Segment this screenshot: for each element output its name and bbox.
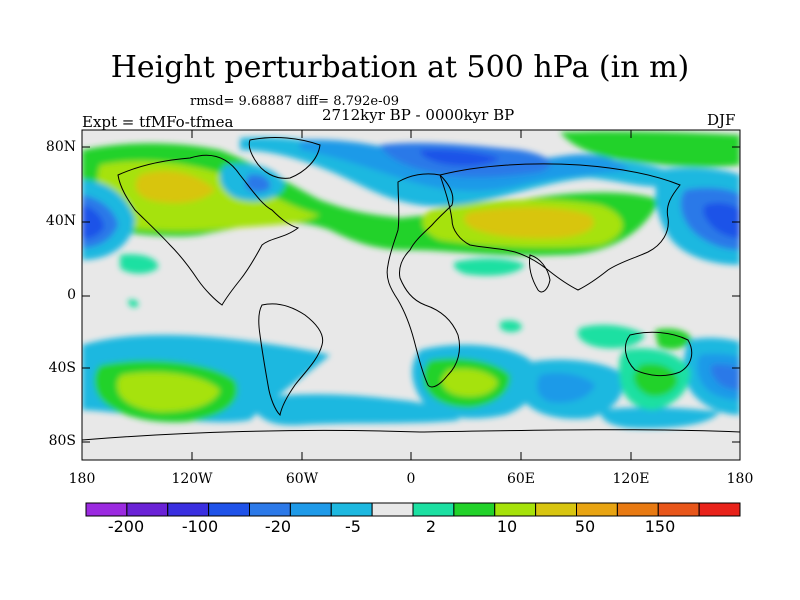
- map-title: Height perturbation at 500 hPa (in m): [110, 50, 690, 85]
- colorbar: [85, 502, 741, 517]
- x-tick-label: 180: [68, 471, 96, 487]
- colorbar-segment: [494, 502, 537, 517]
- colorbar-segment: [576, 502, 618, 517]
- x-tick-label: 60E: [506, 471, 536, 487]
- asia-coast: [439, 163, 681, 291]
- antarctica-coast: [82, 429, 740, 441]
- colorbar-segment: [698, 502, 741, 517]
- colorbar-segment: [289, 502, 332, 517]
- india-coast: [529, 254, 551, 293]
- colorbar-label: 2: [425, 517, 437, 536]
- filled-contours: [82, 131, 740, 429]
- x-tick-label: 120W: [171, 471, 213, 487]
- colorbar-segment: [371, 502, 414, 517]
- y-tick-label: 80N: [45, 139, 76, 155]
- colorbar-label: 150: [644, 517, 676, 536]
- x-tick-label: 0: [406, 471, 416, 487]
- australia-coast: [624, 331, 693, 377]
- colorbar-segment: [453, 502, 496, 517]
- colorbar-segment: [85, 502, 128, 517]
- south-america-coast: [258, 303, 324, 417]
- y-tick-label: 0: [67, 287, 76, 303]
- axis-ticks: [81, 130, 741, 460]
- colorbar-segment: [616, 502, 659, 517]
- colorbar-label: -200: [107, 517, 145, 536]
- colorbar-segment: [535, 502, 577, 517]
- x-tick-label: 120E: [612, 471, 650, 487]
- colorbar-segment: [657, 502, 700, 517]
- colorbar-label: -5: [345, 517, 361, 536]
- y-tick-label: 40N: [45, 213, 76, 229]
- colorbar-segment: [208, 502, 250, 517]
- coastlines: [82, 137, 740, 441]
- colorbar-label: 50: [574, 517, 596, 536]
- experiment-label: Expt = tfMFo-tfmea: [82, 113, 234, 131]
- colorbar-label: 10: [496, 517, 518, 536]
- x-tick-label: 60W: [285, 471, 319, 487]
- greenland-coast: [248, 137, 321, 179]
- period-label: 2712kyr BP - 0000kyr BP: [322, 106, 515, 124]
- x-tick-label: 180: [726, 471, 754, 487]
- y-tick-label: 80S: [48, 433, 76, 449]
- statistics-label: rmsd= 9.68887 diff= 8.792e-09: [190, 94, 400, 109]
- colorbar-segment: [330, 502, 373, 517]
- colorbar-label: -100: [181, 517, 219, 536]
- colorbar-segment: [249, 502, 291, 517]
- colorbar-segment: [412, 502, 455, 517]
- contour-field: [82, 130, 740, 460]
- colorbar-segment: [167, 502, 210, 517]
- y-tick-label: 40S: [48, 360, 76, 376]
- north-america-coast: [117, 154, 300, 306]
- colorbar-label: -20: [264, 517, 292, 536]
- season-label: DJF: [707, 111, 736, 129]
- colorbar-segment: [126, 502, 169, 517]
- europe-africa-coast: [386, 173, 461, 388]
